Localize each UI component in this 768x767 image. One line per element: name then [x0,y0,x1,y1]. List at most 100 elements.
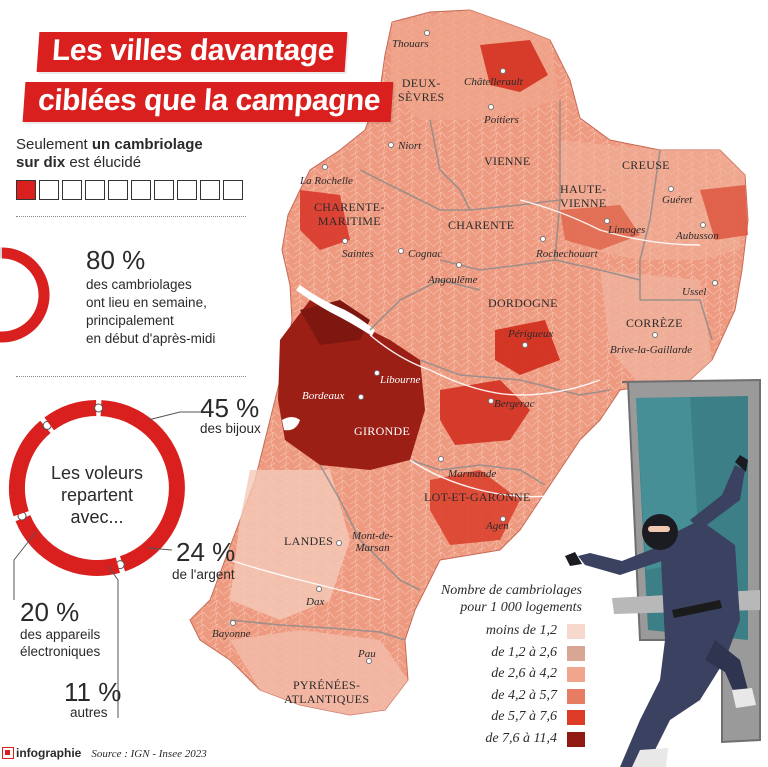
box-empty [177,180,197,200]
mask-eyes [648,526,670,532]
legend-row: de 4,2 à 5,7 [440,687,585,707]
legend-title-line-1: Nombre de cambriolages [440,583,582,598]
title-line-2: ciblées que la campagne [22,82,394,122]
city-dot-agen [500,516,506,522]
city-dot-ussel [712,280,718,286]
city-saintes: Saintes [342,248,374,260]
city-dot-marmande [438,456,444,462]
dept-dordogne: DORDOGNE [488,296,558,310]
legend-label: moins de 1,2 [485,623,557,638]
loot-autres-value: 11 % [64,677,122,707]
dept-charente-maritime-line-2: MARITIME [317,214,381,228]
city-bergerac: Bergerac [494,398,535,410]
city-la-rochelle: La Rochelle [300,175,353,187]
legend-row: de 2,6 à 4,2 [440,665,585,685]
rivers [229,199,701,601]
city-dot-cognac [398,248,404,254]
loot-electronique-label-1: des appareils [20,627,101,642]
city-dot-perigueux [522,342,528,348]
pale-zone-pyrenees [230,630,408,715]
city-angouleme: Angoulême [428,274,478,286]
legend-row: de 5,7 à 7,6 [440,708,585,728]
box-filled [16,180,36,200]
leader-autres [107,565,119,718]
legend-swatch [567,645,585,661]
gironde-core [278,300,425,470]
city-mont-de-marsan-line-1: Mont-de- [352,530,393,542]
pale-zone-correze [600,270,712,385]
weekday-donut [0,247,50,343]
city-dot-limoges [604,218,610,224]
city-dot-aubusson [700,222,706,228]
weekday-donut-arc [0,247,50,343]
city-aubusson: Aubusson [676,230,719,242]
legend-row: de 1,2 à 2,6 [440,644,585,664]
city-dot-thouars [424,30,430,36]
legend-label: de 5,7 à 7,6 [491,709,557,724]
city-dot-gueret [668,186,674,192]
dept-haute-vienne-line-2: VIENNE [560,196,607,210]
legend-swatch [567,667,585,682]
legend-swatch [567,731,585,747]
city-pau: Pau [358,648,376,660]
footer-brand: infographie [16,746,82,760]
burglar-illustration [565,378,761,767]
footer-source: Source : IGN - Insee 2023 [91,748,207,760]
legend-row: moins de 1,2 [440,622,585,642]
city-dot-niort [388,142,394,148]
arcachon-bay [282,417,300,431]
loot-bijoux-label: des bijoux [200,421,261,436]
loot-bijoux-value: 45 % [200,393,260,423]
box-empty [223,180,243,200]
city-dot-saintes [342,238,348,244]
city-dax: Dax [306,596,325,608]
glove-right [735,455,748,472]
leader-argent [147,547,173,551]
city-bordeaux: Bordeaux [302,390,345,402]
city-limoges: Limoges [608,224,646,236]
loot-segment-argent [15,514,120,576]
loot-center-line-1: Les voleurs [50,463,144,483]
city-poitiers: Poitiers [484,114,519,126]
glove-left [565,552,582,566]
city-dot-brive [652,332,658,338]
weekday-value: 80 % [86,245,146,275]
city-ussel: Ussel [682,286,707,298]
intro-bold: un cambriolage sur dix [16,136,203,171]
footer: infographie Source : IGN - Insee 2023 [2,746,207,760]
loot-center-line-3: avec... [70,507,124,527]
gironde-estuary [296,285,375,336]
dept-correze: CORRÈZE [626,316,683,330]
city-mont-de-marsan: Mont-de- Marsan [352,530,393,554]
city-dot-mont-de-marsan [336,540,342,546]
box-empty [108,180,128,200]
box-empty [39,180,59,200]
leader-electronique [13,531,37,600]
loot-center-line-2: repartent [60,485,134,505]
city-perigueux: Périgueux [508,328,554,340]
loot-center-text: Les voleurs repartent avec... [22,462,172,528]
gironde-edge [300,300,370,345]
burglar-arm-up [690,465,745,530]
belt [672,600,722,618]
legend-swatch [567,624,585,639]
weekday-line-3: principalement [86,313,174,328]
leader-bijoux [147,411,200,421]
city-dot-bergerac [488,398,494,404]
loot-segment-autres [44,400,97,431]
city-brive: Brive-la-Gaillarde [610,344,693,356]
city-marmande: Marmande [448,468,497,480]
separator-2 [16,376,246,377]
loot-segment-electronique [9,420,51,517]
city-dot-libourne [374,370,380,376]
legend-row: de 7,6 à 11,4 [440,730,585,750]
shoe [632,748,668,767]
city-gueret: Guéret [662,194,693,206]
hotspot-rochelle [300,190,350,250]
intro-text: Seulement un cambriolage sur dix est élu… [16,136,226,172]
dept-charente-maritime-line-1: CHARENTE- [314,200,385,214]
city-cognac: Cognac [408,248,443,260]
box-empty [131,180,151,200]
dept-deux-sevres: DEUX- SÈVRES [398,76,444,104]
